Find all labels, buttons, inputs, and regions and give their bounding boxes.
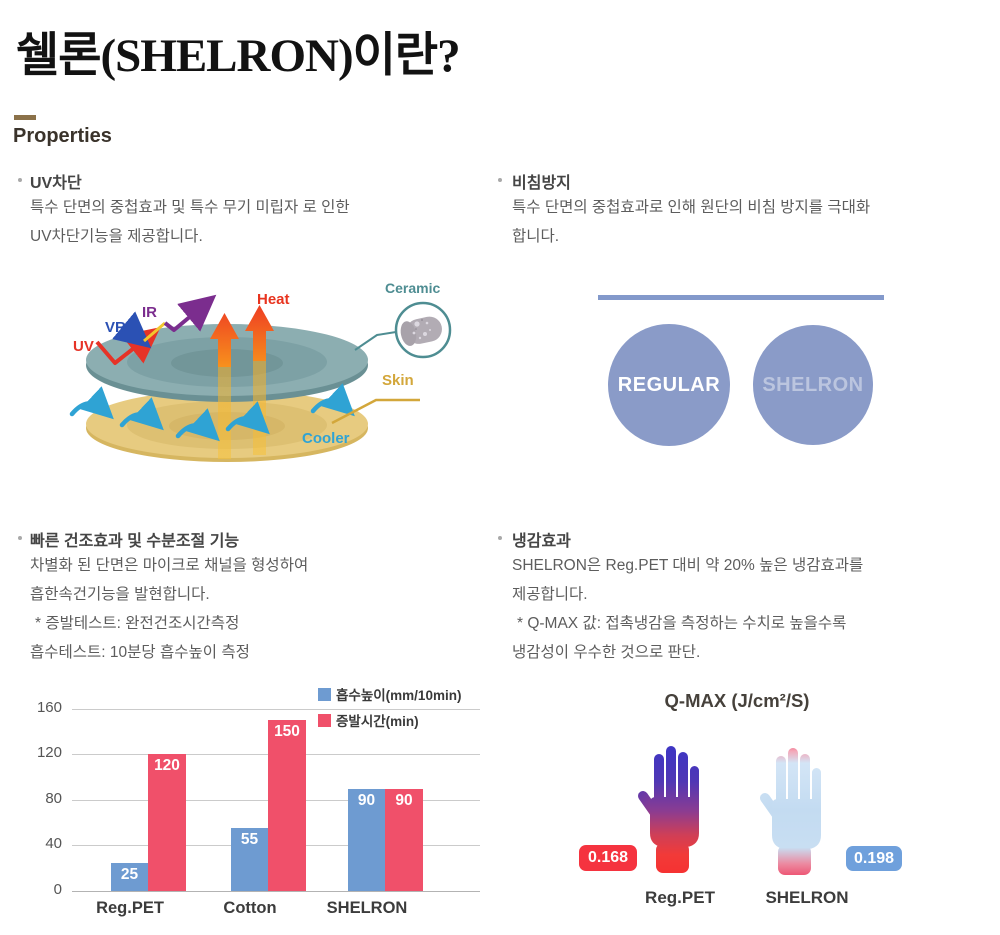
shelron-hand-icon (760, 748, 821, 875)
qmax-figure: Q-MAX (J/cm²/S) (500, 675, 1000, 935)
legend-swatch-red (318, 713, 331, 727)
x-category-label: Cotton (223, 899, 277, 917)
uv-label: UV (73, 338, 94, 355)
bar-value-label: 90 (395, 792, 413, 809)
section-heading-sheer: 비침방지 (512, 175, 571, 192)
ir-label: IR (142, 304, 157, 321)
x-category-label: Reg.PET (96, 899, 164, 917)
section-heading-cool: 냉감효과 (512, 533, 571, 550)
bar-cotton-1: 150 (268, 720, 306, 891)
bar-value-label: 55 (240, 831, 259, 848)
y-tick-label: 0 (53, 881, 62, 898)
legend-swatch-blue (318, 687, 331, 701)
bar-value-label: 25 (120, 866, 139, 883)
text-line: 합니다. (512, 228, 560, 245)
properties-accent-line (14, 115, 36, 120)
ir-ray-arrow (163, 294, 217, 332)
bar-value-label: 150 (274, 723, 300, 740)
y-tick-label: 80 (45, 790, 62, 807)
vr-label: VR (105, 319, 126, 336)
skin-label: Skin (382, 372, 414, 389)
legend-item-evaporation: 증발시간(min) (318, 710, 419, 730)
ceramic-magnifier (354, 301, 452, 359)
text-line: 냉감성이 우수한 것으로 판단. (512, 644, 701, 661)
bar-regpet-0: 25 (111, 863, 148, 891)
regpet-hand-icon (638, 746, 699, 873)
text-line: 흡한속건기능을 발현합니다. (30, 586, 210, 603)
bar-cotton-0: 55 (231, 828, 268, 891)
uv-blocking-diagram: UV VR IR Heat Ceramic Skin Cooler (69, 280, 452, 462)
sheer-divider-bar (598, 295, 884, 300)
section-heading-dry: 빠른 건조효과 및 수분조절 기능 (30, 533, 240, 550)
shelron-label: SHELRON (762, 373, 864, 396)
y-tick-label: 160 (36, 699, 62, 716)
bullet-icon (498, 178, 502, 182)
qmax-category-label: Reg.PET (645, 888, 715, 907)
text-line: 특수 단면의 중첩효과 및 특수 무기 미립자 로 인한 (30, 199, 350, 216)
text-line: 특수 단면의 중첩효과로 인해 원단의 비침 방지를 극대화 (512, 199, 871, 216)
section-body-sheer: 특수 단면의 중첩효과로 인해 원단의 비침 방지를 극대화 합니다. (512, 193, 870, 251)
qmax-category-label: SHELRON (765, 888, 849, 907)
cooler-airflow-arrows (69, 383, 355, 442)
section-body-dry: 차별화 된 단면은 마이크로 채널을 형성하여 흡한속건기능을 발현합니다. *… (30, 551, 308, 667)
text-line: 차별화 된 단면은 마이크로 채널을 형성하여 (30, 557, 309, 574)
text-line: SHELRON은 Reg.PET 대비 약 20% 높은 냉감효과를 (512, 557, 864, 574)
bar-shelron-0: 90 (348, 789, 385, 891)
absorption-evaporation-chart: 0 40 80 120 160 25 120 Reg.PET 55 150 Cotton 90 90 SH… (0, 675, 500, 935)
legend-item-absorption: 흡수높이(mm/10min) (318, 684, 461, 704)
gridline-0 (72, 891, 480, 892)
ceramic-label: Ceramic (385, 280, 440, 296)
regular-fabric-circle: REGULAR (608, 324, 730, 446)
text-line: 흡수테스트: 10분당 흡수높이 측정 (30, 644, 250, 661)
chart-plot-area: 0 40 80 120 160 25 120 Reg.PET 55 150 Cotton 90 90 SH… (0, 675, 500, 935)
shelron-fabric-circle: SHELRON (753, 325, 873, 445)
page-title: 쉘론(SHELRON)이란? (16, 30, 461, 82)
vr-ray-arrow (112, 311, 152, 349)
heat-label: Heat (257, 291, 290, 308)
qmax-value: 0.198 (853, 849, 895, 867)
bar-value-label: 120 (154, 757, 180, 774)
qmax-value-badge-regpet: 0.168 (579, 845, 637, 871)
y-tick-label: 120 (36, 744, 62, 761)
bar-shelron-1: 90 (385, 789, 423, 891)
skin-pointer-line (331, 398, 420, 425)
x-category-label: SHELRON (326, 899, 408, 917)
cooler-label: Cooler (302, 430, 350, 447)
legend-label: 흡수높이(mm/10min) (336, 688, 462, 703)
qmax-title: Q-MAX (J/cm²/S) (664, 690, 810, 711)
text-line: * Q-MAX 값: 접촉냉감을 측정하는 수치로 높을수록 (517, 615, 847, 632)
section-body-uv: 특수 단면의 중첩효과 및 특수 무기 미립자 로 인한 UV차단기능을 제공합… (30, 193, 350, 251)
regular-label: REGULAR (617, 373, 721, 396)
y-tick-label: 40 (45, 835, 62, 852)
gridline-160 (72, 709, 480, 710)
bullet-icon (498, 536, 502, 540)
text-line: UV차단기능을 제공합니다. (30, 228, 203, 245)
properties-heading: Properties (13, 125, 112, 147)
text-line: * 증발테스트: 완전건조시간측정 (35, 615, 240, 632)
rainbow-segment (143, 321, 166, 343)
bullet-icon (18, 536, 22, 540)
bullet-icon (18, 178, 22, 182)
text-line: 제공합니다. (512, 586, 588, 603)
bar-regpet-1: 120 (148, 754, 186, 891)
qmax-value-badge-shelron: 0.198 (846, 846, 902, 871)
section-heading-uv: UV차단 (30, 175, 82, 192)
qmax-value: 0.168 (587, 849, 629, 866)
bar-value-label: 90 (357, 792, 376, 809)
section-body-cool: SHELRON은 Reg.PET 대비 약 20% 높은 냉감효과를 제공합니다… (512, 551, 863, 667)
legend-label: 증발시간(min) (336, 714, 419, 729)
